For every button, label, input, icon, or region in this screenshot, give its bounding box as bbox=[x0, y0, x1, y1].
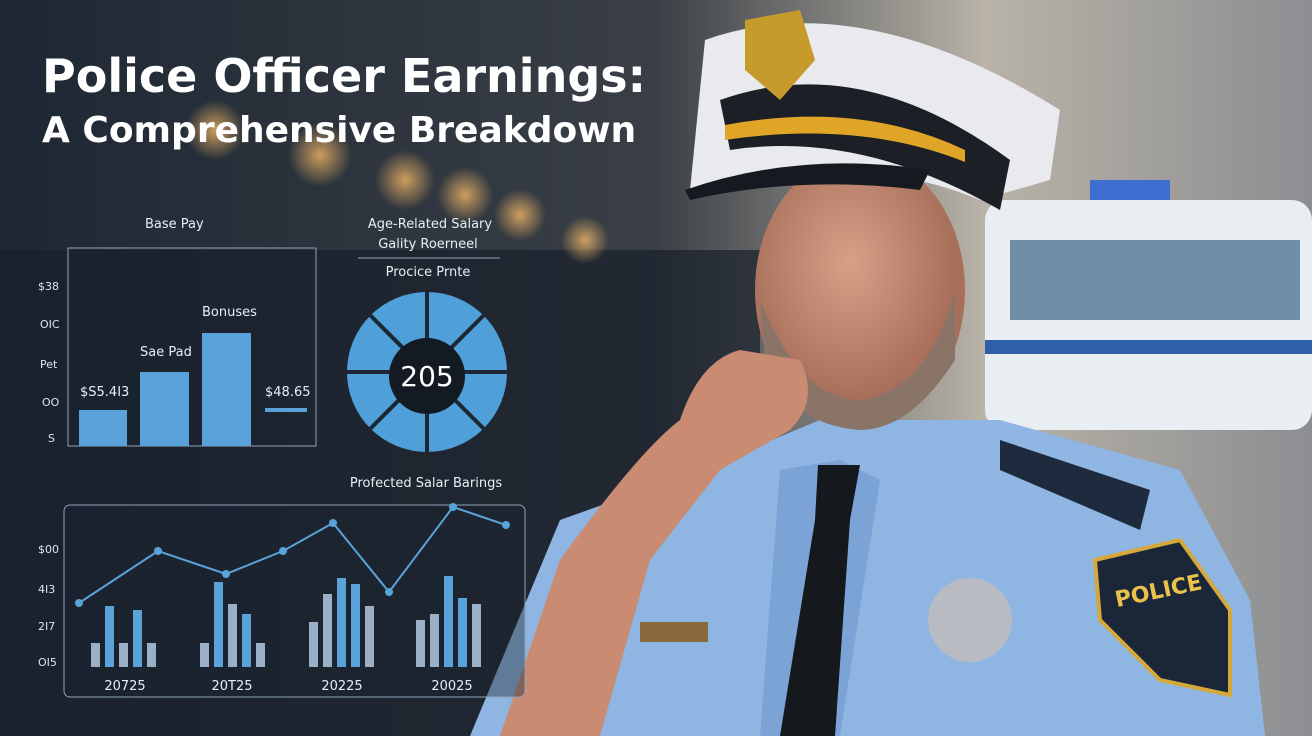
bokeh-lights bbox=[185, 100, 609, 264]
panel-title: Profected Salar Barings bbox=[350, 476, 502, 491]
bars-grey bbox=[91, 594, 481, 667]
y-label: OI5 bbox=[38, 656, 57, 669]
panel-subtitle: Procice Prnte bbox=[386, 265, 471, 280]
panel-frame bbox=[67, 247, 317, 447]
x-label: 20T25 bbox=[211, 679, 252, 694]
y-label: OO bbox=[42, 396, 60, 409]
bar bbox=[79, 410, 127, 446]
trend-points bbox=[75, 503, 510, 607]
officer: POLICE bbox=[470, 10, 1265, 736]
bar-label: Sae Pad bbox=[140, 345, 192, 360]
panel-title: Age-Related Salary bbox=[368, 217, 492, 232]
panel-title: Gality Roerneel bbox=[378, 237, 478, 252]
x-label: 20725 bbox=[104, 679, 145, 694]
bar bbox=[140, 372, 189, 446]
panel-title: Base Pay bbox=[145, 217, 204, 232]
bars-blue bbox=[105, 576, 467, 667]
bar-label: $48.65 bbox=[265, 385, 311, 400]
donut-center: 205 bbox=[400, 360, 453, 393]
bar-label: $S5.4I3 bbox=[80, 385, 129, 400]
subtitle: A Comprehensive Breakdown bbox=[42, 110, 636, 151]
y-label: OIC bbox=[40, 318, 60, 331]
y-label: S bbox=[48, 432, 55, 445]
bar bbox=[265, 408, 307, 412]
trend-line bbox=[78, 505, 507, 604]
police-van bbox=[985, 180, 1312, 430]
bar-label: Bonuses bbox=[202, 305, 257, 320]
y-label: $00 bbox=[38, 543, 59, 556]
x-label: 20225 bbox=[321, 679, 362, 694]
y-label: 2I7 bbox=[38, 620, 55, 633]
panel-frame bbox=[63, 504, 526, 698]
donut-hole bbox=[389, 338, 465, 414]
y-label: Pet bbox=[40, 358, 58, 371]
title: Police Officer Earnings: bbox=[42, 49, 646, 103]
overlay: Police Officer Earnings: A Comprehensive… bbox=[38, 49, 646, 698]
y-label: $38 bbox=[38, 280, 59, 293]
bar bbox=[202, 333, 251, 446]
y-label: 4I3 bbox=[38, 583, 55, 596]
x-label: 20025 bbox=[431, 679, 472, 694]
